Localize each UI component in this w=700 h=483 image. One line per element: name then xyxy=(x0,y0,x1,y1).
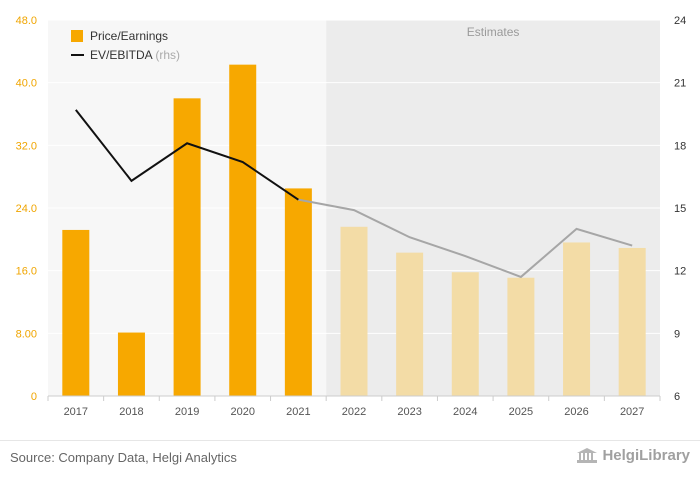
y-left-tick-label: 24.0 xyxy=(16,203,37,215)
x-tick-label: 2027 xyxy=(620,406,644,418)
bar-price-earnings xyxy=(396,252,424,396)
y-left-tick-label: 32.0 xyxy=(16,140,37,152)
x-tick-label: 2022 xyxy=(342,406,366,418)
brand-logo: HelgiLibrary xyxy=(576,447,690,464)
y-right-tick-label: 15 xyxy=(674,203,686,215)
x-tick-label: 2020 xyxy=(230,406,254,418)
x-tick-label: 2019 xyxy=(175,406,199,418)
x-tick-label: 2017 xyxy=(64,406,88,418)
legend-label-price-earnings: Price/Earnings xyxy=(90,29,168,43)
y-left-tick-label: 8.00 xyxy=(16,328,37,340)
y-left-tick-label: 0 xyxy=(31,391,37,403)
bar-price-earnings xyxy=(62,229,90,396)
legend-label-ev-ebitda: EV/EBITDA (rhs) xyxy=(90,48,180,62)
chart-svg: Estimates 0 8.00 16.0 24.0 32.0 40.0 48.0 6 9 12 15… xyxy=(16,15,687,418)
legend-rhs-suffix: (rhs) xyxy=(155,48,180,62)
y-left-tick-label: 48.0 xyxy=(16,15,37,27)
x-tick-label: 2025 xyxy=(509,406,533,418)
y-left-tick-label: 40.0 xyxy=(16,78,37,90)
line-ev-ebitda-estimates xyxy=(298,198,633,279)
x-tick-label: 2023 xyxy=(397,406,421,418)
legend-swatch-price-earnings xyxy=(71,30,83,42)
y-right-tick-label: 9 xyxy=(674,328,680,340)
x-tick-label: 2018 xyxy=(119,406,143,418)
source-note: Source: Company Data, Helgi Analytics xyxy=(10,450,237,465)
x-tick-label: 2026 xyxy=(564,406,588,418)
bar-price-earnings xyxy=(284,188,312,396)
bar-price-earnings xyxy=(173,98,201,396)
y-right-tick-label: 18 xyxy=(674,140,686,152)
brand-name: HelgiLibrary xyxy=(602,447,690,464)
y-right-tick-label: 6 xyxy=(674,391,680,403)
library-icon xyxy=(577,447,598,463)
estimates-label: Estimates xyxy=(467,25,520,39)
bar-price-earnings xyxy=(618,247,646,396)
footer-divider xyxy=(0,440,700,441)
y-right-tick-label: 21 xyxy=(674,78,686,90)
line-ev-ebitda xyxy=(75,109,299,201)
bar-price-earnings xyxy=(507,277,535,396)
y-right-tick-label: 24 xyxy=(674,15,686,27)
bar-price-earnings xyxy=(451,272,479,396)
bar-price-earnings xyxy=(117,332,145,396)
x-tick-label: 2021 xyxy=(286,406,310,418)
y-left-tick-label: 16.0 xyxy=(16,266,37,278)
x-tick-label: 2024 xyxy=(453,406,477,418)
bar-price-earnings xyxy=(340,226,368,396)
bar-price-earnings xyxy=(563,242,591,396)
y-right-tick-label: 12 xyxy=(674,266,686,278)
bar-price-earnings xyxy=(229,64,257,397)
